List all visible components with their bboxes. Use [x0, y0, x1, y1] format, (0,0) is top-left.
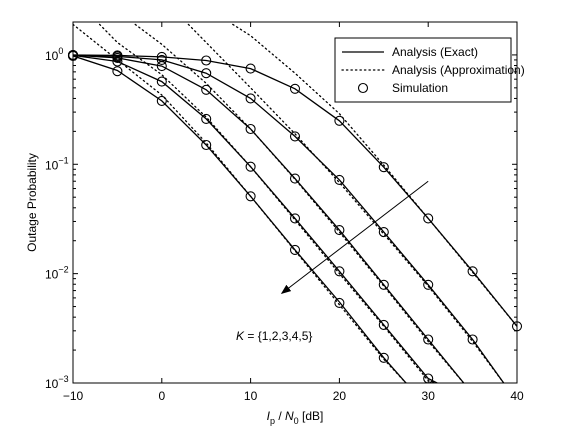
sim-marker-5	[156, 51, 167, 62]
y-tick-exponent: −2	[58, 265, 68, 275]
sim-marker-2	[289, 213, 301, 224]
y-axis-label: Outage Probability	[25, 153, 39, 252]
x-tick-label: 40	[510, 389, 524, 403]
sim-marker-5	[245, 63, 256, 74]
sim-marker-5	[467, 266, 478, 277]
annotation-arrow	[280, 180, 429, 294]
x-label-slash: /	[275, 409, 285, 423]
sim-marker-4	[289, 131, 301, 142]
x-tick-label: −10	[63, 389, 84, 403]
x-label-i: I	[267, 409, 271, 423]
sim-marker-4	[378, 227, 389, 238]
legend-swatch-marker	[357, 82, 369, 94]
sim-marker-3	[423, 334, 434, 345]
sim-marker-1	[112, 66, 123, 77]
x-label-unit: [dB]	[299, 409, 324, 423]
exact-curve-3	[73, 54, 465, 383]
sim-marker-3	[334, 225, 345, 236]
legend: Analysis (Exact) Analysis (Approximation)…	[334, 37, 525, 103]
x-label-n: N	[285, 409, 294, 423]
legend-label: Simulation	[392, 81, 448, 95]
y-tick-label: 10−1	[45, 155, 69, 172]
x-tick-label: 0	[158, 389, 165, 403]
x-axis-label: Ip / N0 [dB]	[267, 409, 324, 426]
legend-label: Analysis (Exact)	[392, 45, 478, 59]
sim-marker-5	[112, 50, 123, 61]
annotation-group: K = {1,2,3,4,5}	[236, 180, 429, 343]
y-tick-mantissa: 10	[45, 377, 59, 391]
x-tick-label: 20	[333, 389, 347, 403]
y-tick-exponent: −3	[58, 374, 68, 384]
sim-marker-2	[112, 56, 123, 67]
y-tick-mantissa: 10	[45, 158, 59, 172]
exact-curve-1	[73, 55, 407, 383]
sim-marker-4	[467, 334, 478, 345]
exact-curve-2	[73, 54, 438, 383]
series-group	[73, 23, 517, 383]
sim-marker-5	[201, 55, 212, 66]
y-tick-label: 100	[45, 46, 63, 63]
approx-curve-4	[187, 23, 505, 383]
sim-marker-5	[334, 115, 345, 126]
sim-marker-3	[245, 123, 256, 135]
annotation-k: K	[236, 329, 245, 343]
x-tick-label: 30	[422, 389, 436, 403]
sim-marker-1	[378, 352, 389, 363]
y-tick-label: 10−2	[45, 265, 69, 282]
sim-marker-2	[156, 76, 167, 87]
sim-marker-5	[289, 83, 301, 94]
y-tick-mantissa: 10	[45, 268, 59, 282]
sim-marker-1	[156, 95, 167, 106]
sim-marker-2	[334, 266, 345, 277]
sim-marker-2	[245, 161, 256, 172]
y-tick-mantissa: 10	[45, 49, 59, 63]
sim-marker-4	[156, 54, 167, 65]
y-tick-label: 10−3	[45, 374, 69, 391]
sim-marker-4	[334, 174, 345, 185]
sim-marker-5	[378, 162, 389, 173]
sim-marker-1	[245, 191, 256, 202]
approx-curve-3	[134, 23, 465, 383]
sim-marker-3	[201, 84, 212, 95]
sim-marker-3	[378, 279, 389, 290]
sim-marker-1	[201, 139, 212, 151]
sim-marker-1	[334, 297, 345, 308]
annotation-set: = {1,2,3,4,5}	[244, 329, 312, 343]
exact-curve-4	[73, 54, 505, 383]
y-tick-exponent: 0	[58, 46, 63, 56]
sim-marker-2	[378, 319, 389, 330]
annotation-label: K = {1,2,3,4,5}	[236, 329, 312, 343]
sim-marker-2	[201, 113, 212, 124]
x-tick-label: 10	[244, 389, 258, 403]
sim-marker-5	[423, 213, 434, 224]
sim-marker-4	[423, 279, 434, 290]
x-label-sub-p: p	[270, 416, 275, 426]
exact-curve-5	[73, 54, 517, 327]
y-tick-exponent: −1	[58, 155, 68, 165]
sim-marker-1	[289, 244, 301, 255]
x-label-sub-0: 0	[294, 416, 299, 426]
sim-marker-4	[201, 68, 212, 79]
legend-label: Analysis (Approximation)	[392, 63, 525, 77]
sim-marker-3	[289, 173, 301, 184]
sim-marker-4	[245, 93, 256, 104]
